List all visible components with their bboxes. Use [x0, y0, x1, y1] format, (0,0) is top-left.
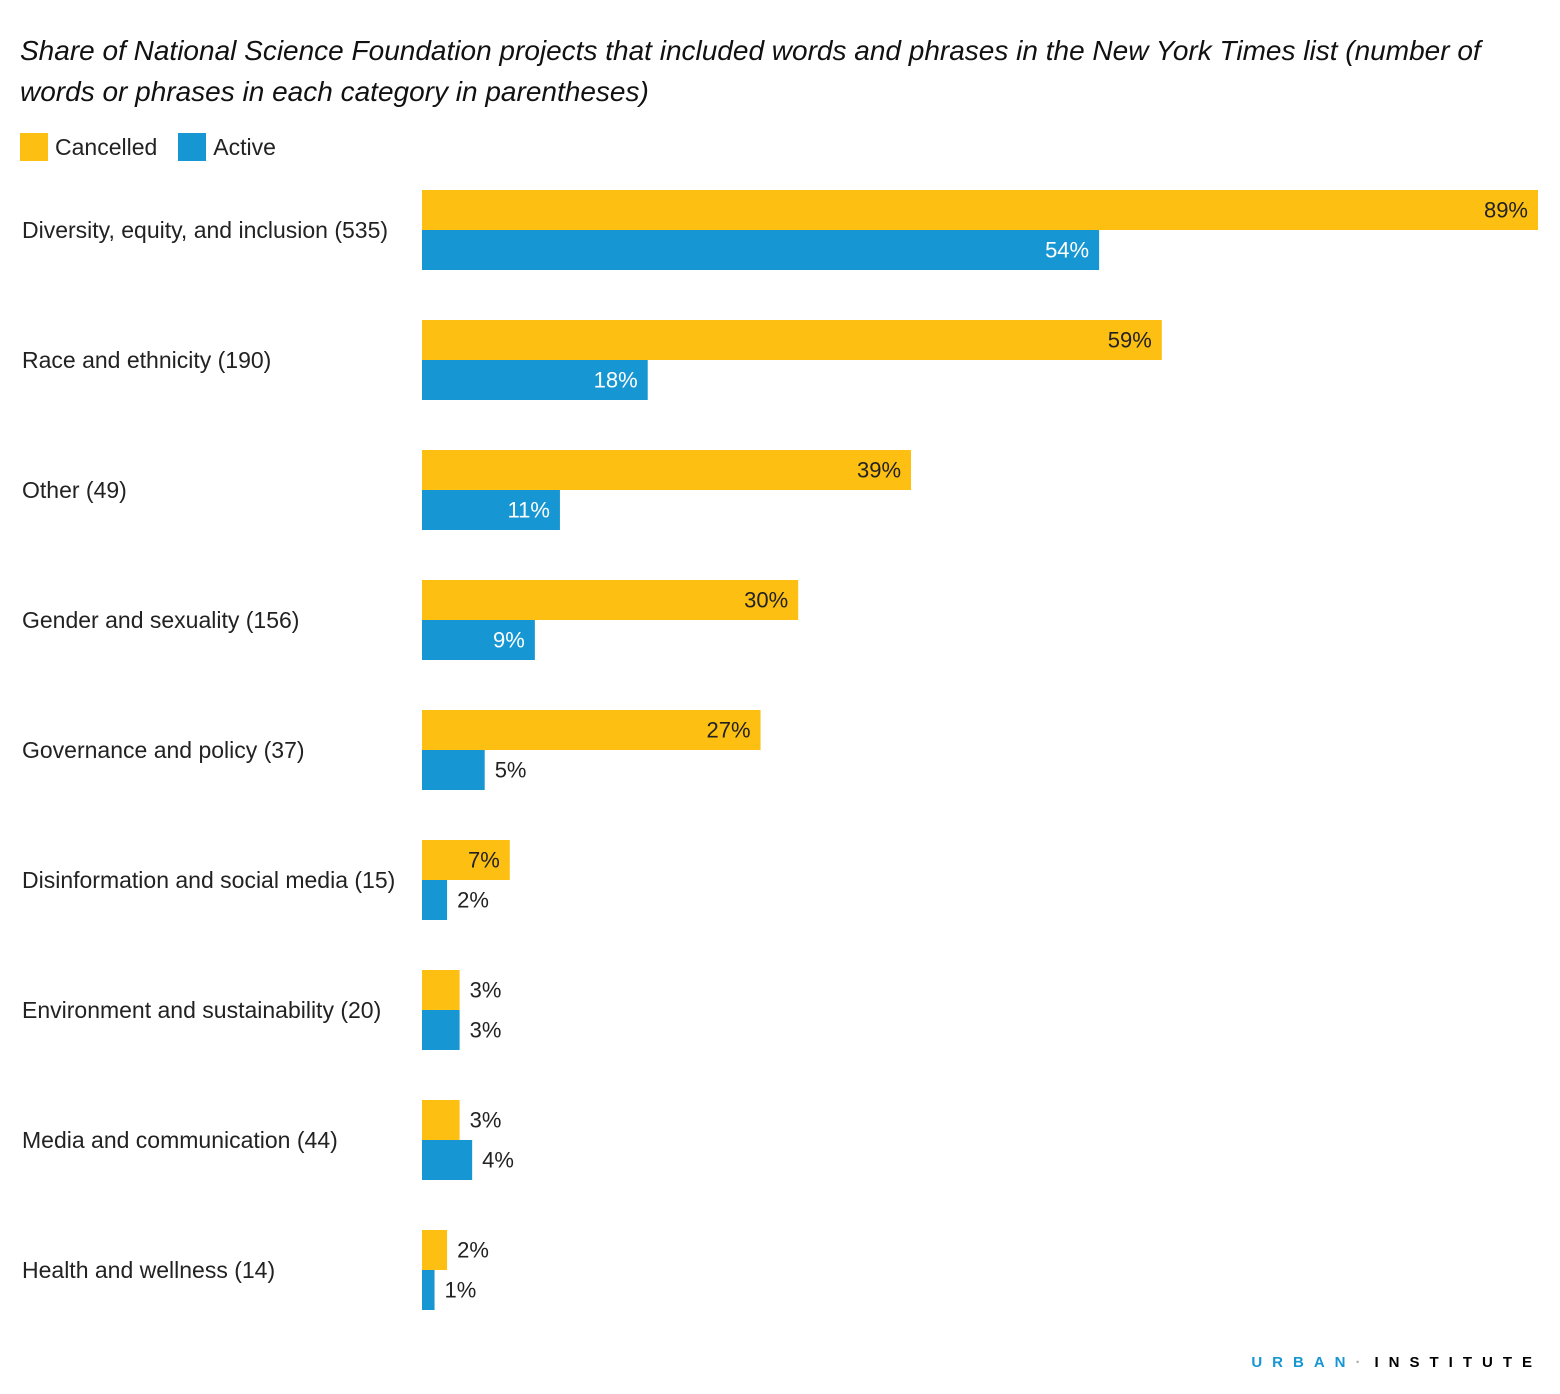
bar-cancelled-governance-and-policy	[422, 710, 761, 750]
bar-cancelled-gender-and-sexuality	[422, 580, 799, 620]
data-label-cancelled: 3%	[470, 978, 502, 1003]
bar-group-health-and-wellness: Health and wellness (14) 2% 1%	[22, 1230, 489, 1310]
legend-item-active: Active	[178, 133, 276, 161]
data-label-cancelled: 39%	[857, 458, 901, 483]
bar-cancelled-media-and-communication	[422, 1100, 460, 1140]
data-label-cancelled: 2%	[457, 1238, 489, 1263]
bar-cancelled-race-and-ethnicity	[422, 320, 1162, 360]
legend-swatch-cancelled	[20, 133, 48, 161]
bar-active-health-and-wellness	[422, 1270, 435, 1310]
data-label-active: 1%	[445, 1278, 477, 1303]
chart-title: Share of National Science Foundation pro…	[20, 35, 1481, 107]
data-label-cancelled: 27%	[707, 718, 751, 743]
bar-active-diversity-equity-and-inclusion	[422, 230, 1100, 270]
data-label-cancelled: 7%	[468, 848, 500, 873]
logo-word-institute: INSTITUTE	[1374, 1354, 1542, 1371]
bar-group-diversity-equity-and-inclusion: Diversity, equity, and inclusion (535) 89…	[22, 190, 1538, 270]
bar-active-race-and-ethnicity	[422, 360, 648, 400]
bar-group-disinformation-and-social-media: Disinformation and social media (15) 7% 2%	[22, 840, 510, 920]
data-label-active: 11%	[508, 498, 550, 523]
bar-cancelled-disinformation-and-social-media	[422, 840, 510, 880]
legend-label-active: Active	[213, 133, 276, 160]
logo-separator: ·	[1355, 1354, 1371, 1371]
bar-chart: Diversity, equity, and inclusion (535) 89…	[22, 190, 1538, 1310]
bar-group-environment-and-sustainability: Environment and sustainability (20) 3% 3%	[22, 970, 501, 1050]
bar-active-environment-and-sustainability	[422, 1010, 460, 1050]
bar-group-governance-and-policy: Governance and policy (37) 27% 5%	[22, 710, 761, 790]
data-label-active: 5%	[495, 758, 527, 783]
bar-active-media-and-communication	[422, 1140, 473, 1180]
bar-cancelled-diversity-equity-and-inclusion	[422, 190, 1538, 230]
bar-cancelled-environment-and-sustainability	[422, 970, 460, 1010]
category-label: Gender and sexuality (156)	[22, 607, 299, 633]
bar-active-other	[422, 490, 560, 530]
category-label: Environment and sustainability (20)	[22, 997, 381, 1023]
category-label: Diversity, equity, and inclusion (535)	[22, 217, 388, 243]
data-label-cancelled: 30%	[744, 588, 788, 613]
data-label-active: 18%	[594, 368, 638, 393]
bar-cancelled-other	[422, 450, 912, 490]
data-label-active: 9%	[493, 628, 525, 653]
bar-group-race-and-ethnicity: Race and ethnicity (190) 59% 18%	[22, 320, 1162, 400]
bar-active-governance-and-policy	[422, 750, 485, 790]
bar-group-gender-and-sexuality: Gender and sexuality (156) 30% 9%	[22, 580, 799, 660]
data-label-cancelled: 3%	[470, 1108, 502, 1133]
category-label: Disinformation and social media (15)	[22, 867, 395, 893]
legend-item-cancelled: Cancelled	[20, 133, 157, 161]
bar-active-gender-and-sexuality	[422, 620, 535, 660]
bar-group-other: Other (49) 39% 11%	[22, 450, 912, 530]
category-label: Media and communication (44)	[22, 1127, 338, 1153]
data-label-active: 2%	[457, 888, 489, 913]
legend-label-cancelled: Cancelled	[55, 133, 158, 160]
bar-group-media-and-communication: Media and communication (44) 3% 4%	[22, 1100, 514, 1180]
data-label-active: 4%	[482, 1148, 514, 1173]
data-label-active: 54%	[1045, 238, 1089, 263]
data-label-cancelled: 89%	[1484, 198, 1528, 223]
data-label-active: 3%	[470, 1018, 502, 1043]
legend-swatch-active	[178, 133, 207, 161]
bar-cancelled-health-and-wellness	[422, 1230, 448, 1270]
legend: Cancelled Active	[20, 132, 297, 162]
category-label: Other (49)	[22, 477, 127, 503]
category-label: Governance and policy (37)	[22, 737, 305, 763]
logo-word-urban: URBAN	[1251, 1354, 1356, 1371]
bar-active-disinformation-and-social-media	[422, 880, 448, 920]
category-label: Race and ethnicity (190)	[22, 347, 271, 373]
urban-institute-logo: URBAN · INSTITUTE	[1251, 1354, 1542, 1371]
category-label: Health and wellness (14)	[22, 1257, 275, 1283]
data-label-cancelled: 59%	[1108, 328, 1152, 353]
